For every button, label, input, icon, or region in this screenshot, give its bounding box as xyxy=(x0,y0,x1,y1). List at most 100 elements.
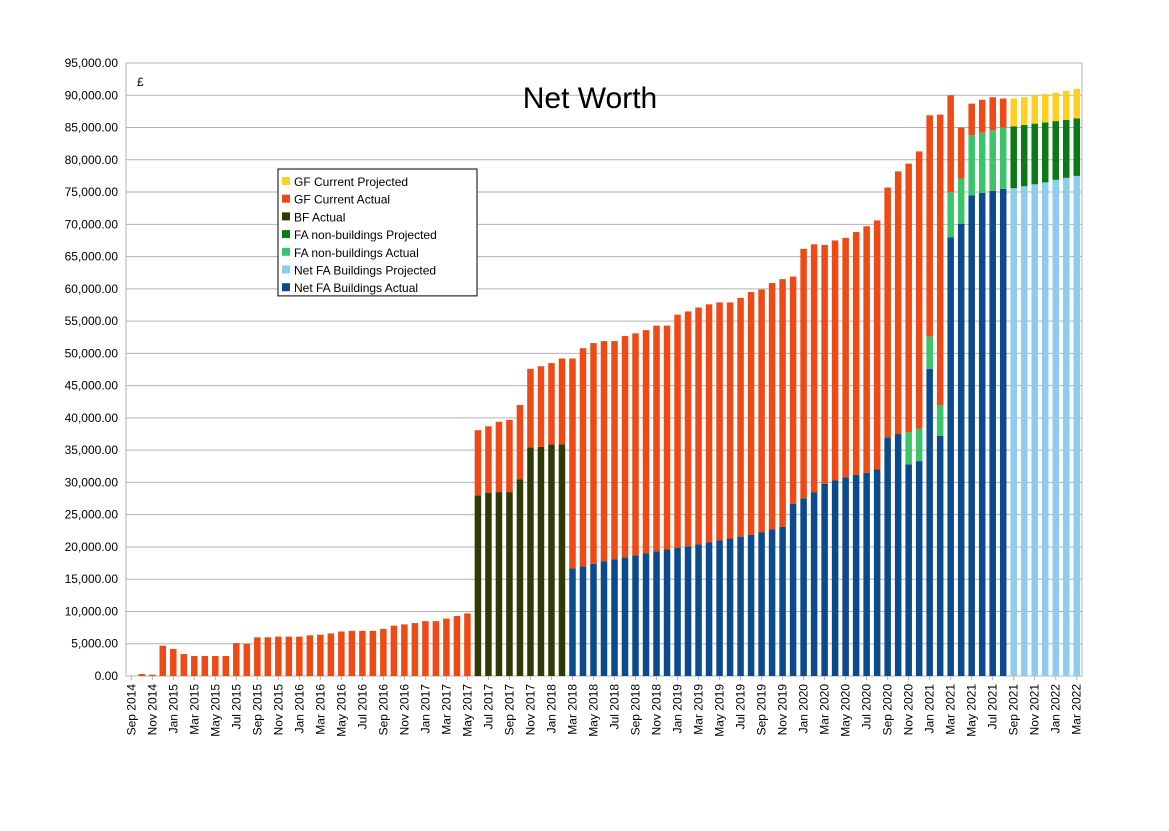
x-tick-label: May 2018 xyxy=(586,684,600,737)
bar-segment xyxy=(1010,188,1017,677)
x-tick-label: Jul 2016 xyxy=(355,684,369,730)
bar-segment xyxy=(947,237,954,676)
x-tick-label: Mar 2020 xyxy=(818,684,832,735)
bar-segment xyxy=(789,276,797,504)
bar-segment xyxy=(1031,123,1038,185)
bar-segment xyxy=(285,636,293,676)
bar-segment xyxy=(1062,177,1070,676)
bar-segment xyxy=(443,618,450,676)
bar-segment xyxy=(716,302,723,541)
bar-segment xyxy=(863,472,870,676)
bar-segment xyxy=(852,474,860,676)
bar-segment xyxy=(684,311,692,547)
bar-segment xyxy=(884,187,891,438)
bar-segment xyxy=(380,628,387,676)
bar-segment xyxy=(1020,186,1028,676)
bar-segment xyxy=(705,304,713,543)
bar-segment xyxy=(684,546,692,676)
bar-segment xyxy=(1062,90,1070,120)
bar-segment xyxy=(600,341,608,562)
bar-segment xyxy=(170,648,177,676)
x-tick-label: Jul 2019 xyxy=(734,684,748,730)
legend-label: FA non-buildings Projected xyxy=(294,228,437,242)
bar-segment xyxy=(611,559,618,676)
bar-segment xyxy=(674,314,681,548)
y-tick-label: 95,000.00 xyxy=(65,56,119,70)
x-tick-label: Nov 2015 xyxy=(271,684,285,736)
bar-segment xyxy=(296,636,303,676)
bar-segment xyxy=(506,419,513,493)
x-tick-label: Jul 2017 xyxy=(481,684,495,730)
unit-label: £ xyxy=(137,75,144,89)
legend-swatch xyxy=(282,247,290,256)
bar-segment xyxy=(726,302,734,539)
bar-segment xyxy=(737,297,744,537)
y-tick-label: 40,000.00 xyxy=(65,411,119,425)
bar-segment xyxy=(737,536,744,676)
legend: GF Current Projected GF Current Actual BF … xyxy=(277,168,478,297)
bar-segment xyxy=(338,631,345,676)
bar-segment xyxy=(894,434,902,676)
bar-segment xyxy=(464,613,471,676)
bar-segment xyxy=(569,358,576,569)
y-tick-label: 80,000.00 xyxy=(65,153,119,167)
y-tick-label: 70,000.00 xyxy=(65,217,119,231)
legend-swatch xyxy=(282,283,290,292)
bar-segment xyxy=(548,444,555,676)
bar-segment xyxy=(149,674,156,676)
bar-segment xyxy=(600,561,608,676)
bar-segment xyxy=(705,542,713,676)
x-tick-label: Jan 2016 xyxy=(292,684,306,734)
bar-segment xyxy=(894,171,902,435)
bar-segment xyxy=(1031,184,1038,676)
x-tick-label: Mar 2019 xyxy=(692,684,706,735)
x-tick-label: Sep 2017 xyxy=(502,684,516,736)
x-tick-label: Jul 2018 xyxy=(608,684,622,730)
y-tick-label: 55,000.00 xyxy=(65,314,119,328)
bar-segment xyxy=(516,404,524,480)
bar-segment xyxy=(926,115,933,337)
bar-segment xyxy=(401,624,408,676)
bar-segment xyxy=(915,461,923,676)
x-tick-label: Sep 2019 xyxy=(755,684,769,736)
bar-segment xyxy=(653,551,660,676)
bar-segment xyxy=(1052,121,1059,180)
x-tick-label: Jan 2019 xyxy=(671,684,685,734)
bar-segment xyxy=(1073,175,1081,676)
bar-segment xyxy=(411,623,419,676)
bar-segment xyxy=(873,469,881,676)
x-tick-label: Jan 2021 xyxy=(923,684,937,734)
bar-segment xyxy=(243,643,251,676)
bar-segment xyxy=(831,240,839,481)
x-tick-label: Nov 2021 xyxy=(1028,684,1042,736)
bar-segment xyxy=(1073,118,1081,176)
bar-segment xyxy=(810,492,818,676)
bar-segment xyxy=(978,132,986,193)
bar-segment xyxy=(842,477,849,676)
bar-segment xyxy=(485,426,492,493)
bar-segment xyxy=(716,540,723,676)
x-tick-label: Nov 2018 xyxy=(650,684,664,736)
bar-segment xyxy=(999,188,1007,677)
x-tick-label: Nov 2020 xyxy=(902,684,916,736)
x-tick-label: Sep 2016 xyxy=(376,684,390,736)
bar-segment xyxy=(527,368,534,448)
bar-segment xyxy=(516,479,524,676)
x-tick-label: Jan 2017 xyxy=(418,684,432,734)
x-tick-label: Nov 2019 xyxy=(776,684,790,736)
bar-segment xyxy=(642,330,650,554)
bar-segment xyxy=(989,97,996,131)
x-tick-label: Mar 2022 xyxy=(1070,684,1084,735)
bar-segment xyxy=(1041,93,1049,123)
bar-segment xyxy=(800,498,807,676)
x-tick-label: Mar 2015 xyxy=(187,684,201,735)
x-tick-label: Nov 2014 xyxy=(145,684,159,736)
y-tick-label: 15,000.00 xyxy=(65,572,119,586)
bar-segment xyxy=(936,404,944,436)
bar-segment xyxy=(474,430,482,496)
bar-segment xyxy=(537,366,545,447)
bar-segment xyxy=(884,437,891,676)
bar-segment xyxy=(369,630,377,676)
legend-box xyxy=(277,168,478,297)
bar-segment xyxy=(495,492,503,676)
